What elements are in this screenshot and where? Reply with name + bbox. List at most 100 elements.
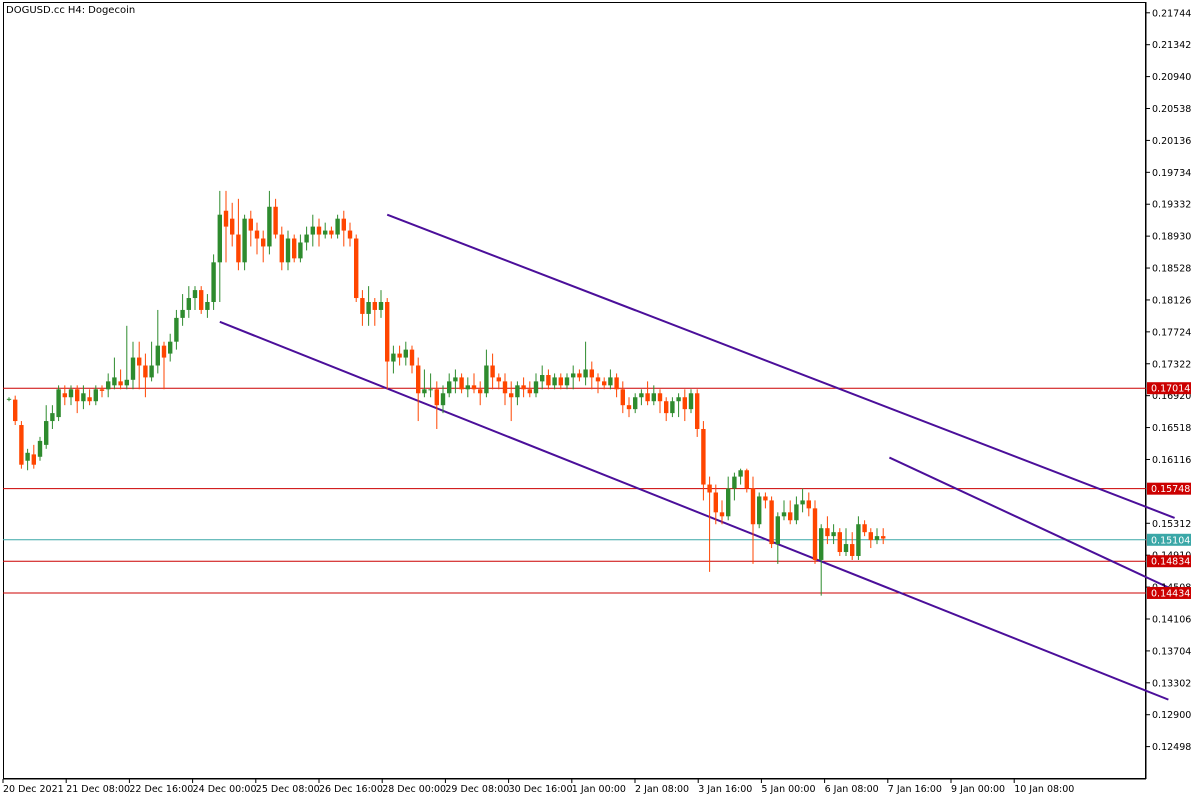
candle: [509, 381, 514, 422]
candle: [81, 385, 86, 410]
candle: [726, 476, 731, 521]
candle-body: [540, 375, 545, 382]
candle-body: [385, 302, 390, 362]
candle: [670, 397, 675, 418]
y-tick-label-1: 0.21342: [1152, 40, 1191, 51]
price-badge-label: 0.15748: [1151, 484, 1190, 495]
candle-body: [577, 373, 582, 378]
candle: [323, 222, 328, 239]
candle-body: [434, 389, 439, 406]
x-tick-label-3: 24 Dec 00:00: [193, 784, 257, 795]
candle: [137, 341, 142, 390]
candle: [881, 528, 886, 545]
candle-body: [788, 512, 793, 521]
candle-body: [726, 488, 731, 517]
candle: [781, 500, 787, 521]
candle-body: [608, 377, 613, 386]
candle-body: [831, 532, 836, 537]
candle-body: [713, 492, 718, 513]
x-tick-label-1: 21 Dec 08:00: [66, 784, 130, 795]
candle-body: [93, 389, 98, 402]
candle-body: [347, 230, 353, 239]
y-tick-label-0: 0.21744: [1152, 8, 1191, 19]
channel-trendline-1[interactable]: [219, 320, 1169, 701]
candle-body: [620, 389, 625, 406]
candle: [236, 198, 241, 271]
candle: [459, 373, 464, 394]
candle-body: [825, 528, 830, 537]
x-tick-label-0: 20 Dec 2021: [3, 784, 64, 795]
candle: [620, 381, 625, 414]
candle: [812, 500, 818, 564]
candle-body: [99, 389, 105, 391]
candle-body: [478, 389, 483, 394]
candle: [664, 397, 669, 422]
channel-trendline-2[interactable]: [888, 456, 1182, 595]
candle: [775, 512, 780, 564]
candle: [825, 516, 830, 545]
candle-body: [657, 393, 663, 402]
candle: [527, 381, 532, 398]
candle-body: [254, 230, 260, 239]
candle: [763, 492, 768, 509]
price-badge-bg: [1147, 533, 1191, 546]
candle-body: [744, 470, 749, 489]
candle-body: [292, 238, 297, 259]
candle: [248, 210, 253, 247]
candle-body: [850, 544, 855, 556]
candle: [657, 389, 663, 414]
candle: [428, 373, 433, 398]
candle: [285, 230, 291, 271]
candle-body: [701, 428, 706, 485]
price-badge-0: 0.17014: [1147, 382, 1191, 395]
candle-body: [670, 401, 675, 414]
candle: [292, 234, 297, 263]
y-tick-label-3: 0.20538: [1152, 104, 1191, 115]
candle: [564, 373, 570, 390]
candle: [478, 381, 483, 406]
candle-body: [546, 375, 551, 386]
y-tick-label-19: 0.13704: [1152, 646, 1191, 657]
candle: [453, 369, 458, 394]
x-tick-label-15: 9 Jan 00:00: [951, 784, 1005, 795]
x-tick-label-8: 30 Dec 16:00: [509, 784, 573, 795]
candle-body: [819, 528, 824, 560]
candle-body: [695, 393, 700, 429]
price-badge-label: 0.15104: [1151, 535, 1190, 546]
candle-body: [639, 393, 644, 398]
candle: [447, 373, 452, 398]
candle-body: [391, 353, 396, 362]
candle: [788, 500, 793, 525]
candle: [577, 369, 582, 382]
candle-body: [354, 238, 359, 299]
channel-trendline-0[interactable]: [386, 213, 1175, 519]
candle: [868, 528, 873, 549]
candle-body: [806, 500, 811, 509]
candle-body: [812, 508, 818, 560]
x-tick-label-12: 5 Jan 00:00: [761, 784, 815, 795]
candle: [316, 218, 322, 247]
y-tick-label-8: 0.18528: [1152, 264, 1191, 275]
candle: [843, 528, 849, 556]
x-axis-ticks: 20 Dec 2021 21 Dec 08:00 22 Dec 16:00 24 De…: [2, 779, 1074, 795]
candle: [521, 377, 526, 398]
candle-body: [583, 369, 588, 378]
candle-body: [676, 397, 681, 402]
candle-body: [242, 218, 247, 263]
candle-body: [124, 379, 129, 386]
price-badge-label: 0.14834: [1151, 557, 1190, 568]
candle-body: [236, 234, 241, 263]
y-tick-label-14: 0.16116: [1152, 455, 1191, 466]
y-tick-label-4: 0.20136: [1152, 136, 1191, 147]
candle: [540, 365, 545, 390]
candle: [589, 361, 594, 390]
candle-body: [453, 377, 458, 382]
candle: [161, 341, 167, 390]
candle: [75, 385, 80, 414]
plot-frame: [3, 2, 1146, 779]
candle: [837, 528, 842, 556]
candle: [68, 385, 74, 406]
price-badge-label: 0.17014: [1151, 384, 1190, 395]
candle-body: [459, 377, 464, 390]
